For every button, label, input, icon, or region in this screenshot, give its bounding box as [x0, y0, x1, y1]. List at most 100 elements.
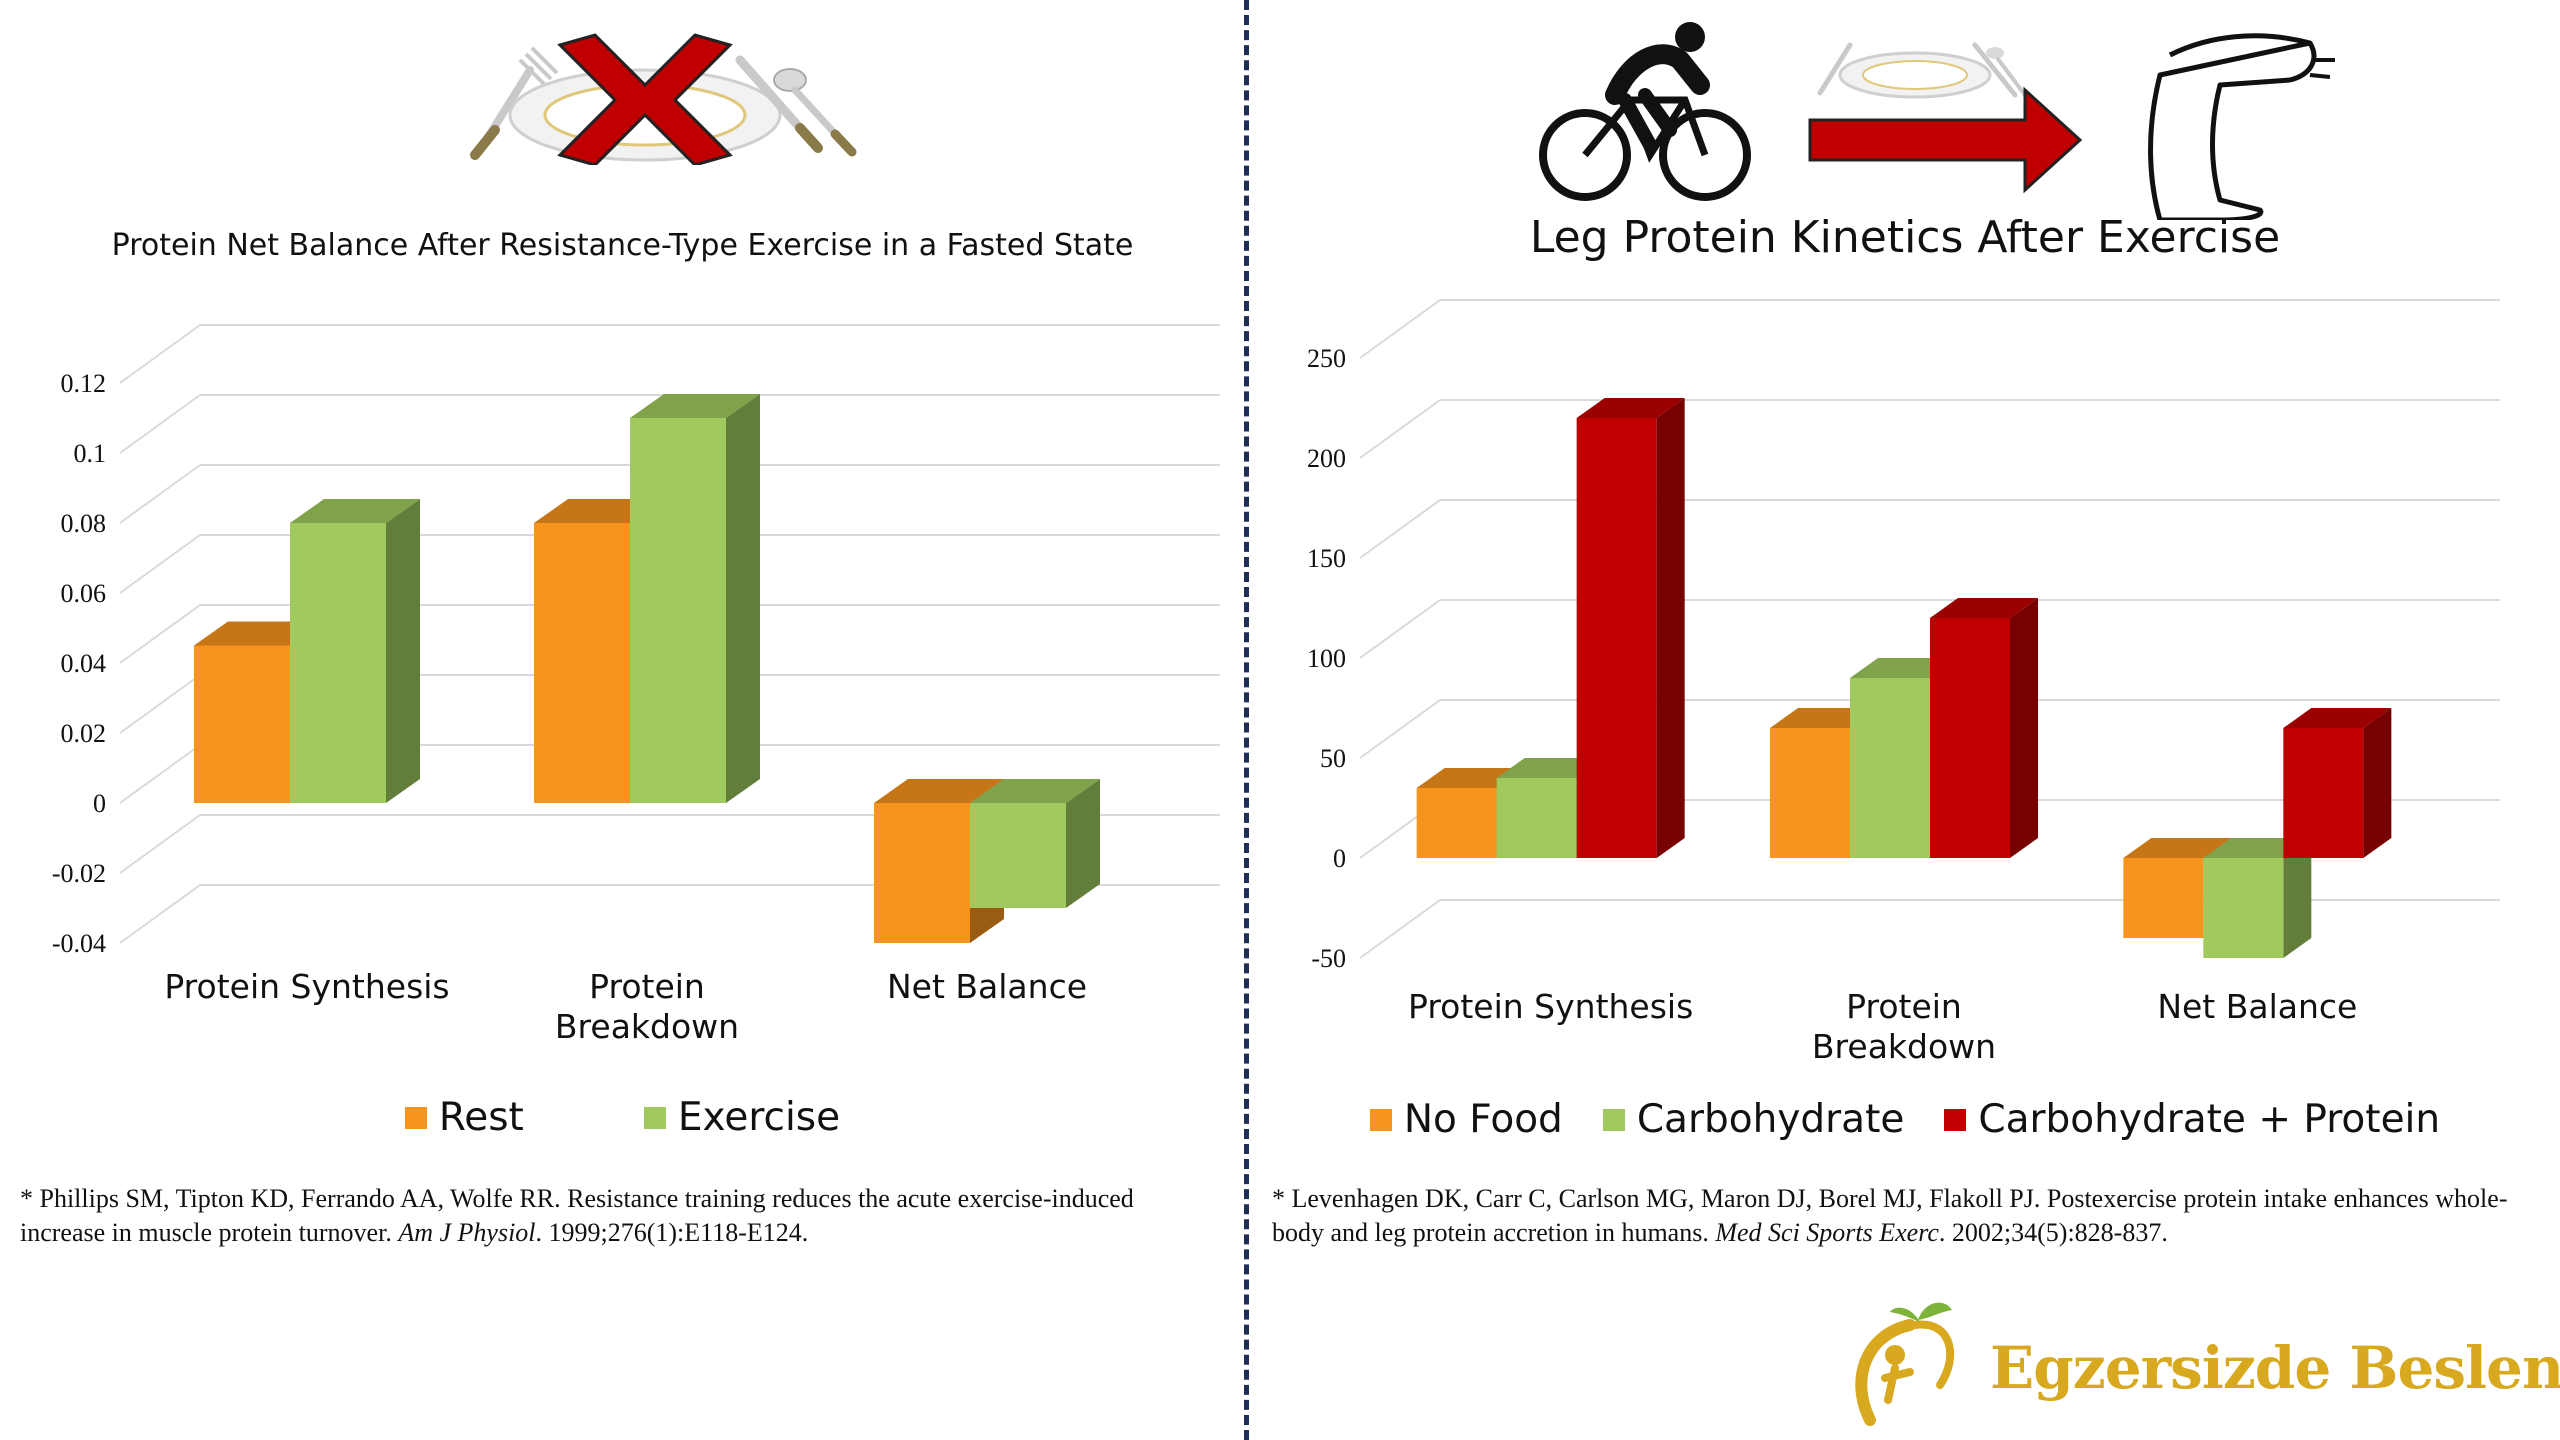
grid-depth-line — [1359, 899, 1441, 959]
grid-depth-line — [119, 674, 201, 734]
legend-label: Rest — [438, 1095, 524, 1140]
bar-top — [970, 779, 1100, 803]
legend-swatch — [404, 1106, 427, 1129]
y-tick-label: 200 — [1307, 444, 1346, 473]
bar-front — [1576, 418, 1657, 858]
arrow-right-icon — [1808, 86, 2083, 194]
knife-icon — [1972, 42, 2018, 98]
grid-depth-line — [119, 324, 201, 384]
bar-front — [1416, 788, 1497, 858]
grid-depth-line — [119, 884, 201, 944]
bar-front — [2123, 858, 2204, 938]
bar-top — [2123, 838, 2232, 858]
plate-icon — [1838, 51, 1992, 99]
grid-depth-line — [1359, 399, 1441, 459]
right-panel: Leg Protein Kinetics After Exercise 250 2… — [1250, 0, 2560, 1440]
x-category-label: Protein Synthesis — [1408, 987, 1693, 1026]
legend-item-carbohydrate-protein: Carbohydrate + Protein — [1944, 1097, 2440, 1142]
bar — [290, 499, 420, 803]
x-category-label: Protein — [589, 967, 705, 1006]
legend-swatch — [1944, 1108, 1967, 1131]
bar-side — [726, 394, 760, 803]
x-category-label: Protein Synthesis — [164, 967, 449, 1006]
legend-item-no-food: No Food — [1369, 1097, 1563, 1142]
bar-front — [534, 523, 630, 803]
bar — [630, 394, 760, 803]
legend-label: No Food — [1403, 1097, 1563, 1142]
right-legend: No Food Carbohydrate Carbohydrate + Prot… — [1250, 1097, 2560, 1142]
grid-depth-line — [119, 394, 201, 454]
y-tick-label: 250 — [1307, 344, 1346, 373]
y-tick-label: 0 — [1333, 844, 1346, 873]
y-tick-label: -0.02 — [52, 859, 106, 888]
fasted-illustration — [470, 33, 857, 165]
y-tick-label: 100 — [1307, 644, 1346, 673]
y-tick-label: 0.04 — [61, 649, 107, 678]
citation-details: . 2002;34(5):828-837. — [1938, 1218, 2168, 1247]
y-tick-label: 150 — [1307, 544, 1346, 573]
panel-divider — [1244, 0, 1249, 1440]
y-tick-label: -50 — [1311, 944, 1346, 973]
citation-journal: Med Sci Sports Exerc — [1715, 1218, 1939, 1247]
x-category-label: Net Balance — [887, 967, 1087, 1006]
bar-front — [874, 803, 970, 943]
bar-side — [1656, 398, 1685, 858]
left-panel: Protein Net Balance After Resistance-Typ… — [0, 0, 1245, 1440]
y-tick-label: 0 — [93, 789, 106, 818]
bar-top — [290, 499, 420, 523]
y-tick-label: 0.08 — [61, 509, 107, 538]
legend-swatch — [1369, 1108, 1392, 1131]
bar-side — [386, 499, 420, 803]
exercise-feeding-illustration — [1539, 22, 2335, 220]
bar-front — [1496, 778, 1577, 858]
bar — [2203, 838, 2312, 958]
left-legend: Rest Exercise — [0, 1095, 1245, 1140]
bar — [1930, 598, 2038, 858]
grid-depth-line — [119, 604, 201, 664]
bar-front — [194, 645, 290, 803]
left-chart-title: Protein Net Balance After Resistance-Typ… — [111, 228, 1134, 263]
legend-swatch — [1602, 1108, 1625, 1131]
bar-front — [2203, 858, 2284, 958]
bar-front — [970, 803, 1066, 908]
fork-icon — [470, 46, 559, 160]
y-tick-label: 0.1 — [74, 439, 107, 468]
grid-depth-line — [1359, 699, 1441, 759]
y-tick-label: 0.02 — [61, 719, 107, 748]
bar-top — [2283, 708, 2392, 728]
logo-figure-icon — [1855, 1302, 1955, 1426]
bar-side — [2010, 598, 2038, 858]
bar-front — [1770, 728, 1850, 858]
leg-icon — [2148, 33, 2335, 220]
x-category-label: Breakdown — [1812, 1027, 1996, 1066]
cross-icon — [557, 33, 733, 165]
x-category-label: Breakdown — [555, 1007, 739, 1046]
bar-top — [1930, 598, 2038, 618]
left-citation: * Phillips SM, Tipton KD, Ferrando AA, W… — [20, 1182, 1210, 1250]
y-tick-label: 50 — [1320, 744, 1346, 773]
bar-front — [2283, 728, 2364, 858]
legend-label: Carbohydrate + Protein — [1978, 1097, 2441, 1142]
knife-icon — [735, 55, 823, 153]
bar-side — [2283, 838, 2312, 958]
legend-item-exercise: Exercise — [643, 1095, 841, 1140]
y-tick-label: -0.04 — [52, 929, 106, 958]
legend-item-rest: Rest — [404, 1095, 524, 1140]
bar-front — [630, 418, 726, 803]
bar-top — [630, 394, 760, 418]
grid-depth-line — [119, 814, 201, 874]
bar-top — [874, 779, 1004, 803]
grid-depth-line — [1359, 299, 1441, 359]
brand-logo: Egzersizde Beslenme — [1840, 1300, 2560, 1435]
citation-journal: Am J Physiol — [398, 1218, 536, 1247]
bar-front — [290, 523, 386, 803]
logo-text: Egzersizde Beslenme — [1990, 1333, 2560, 1402]
bar — [1576, 398, 1685, 858]
y-tick-label: 0.06 — [61, 579, 107, 608]
right-chart: 250 200 150 100 50 0 -50 Protein Synthesis Prote… — [1307, 299, 2500, 1066]
cyclist-icon — [1539, 22, 1751, 201]
bar — [2283, 708, 2392, 858]
legend-label: Exercise — [677, 1095, 841, 1140]
fork-icon — [1817, 42, 1853, 96]
spoon-icon — [773, 68, 857, 157]
